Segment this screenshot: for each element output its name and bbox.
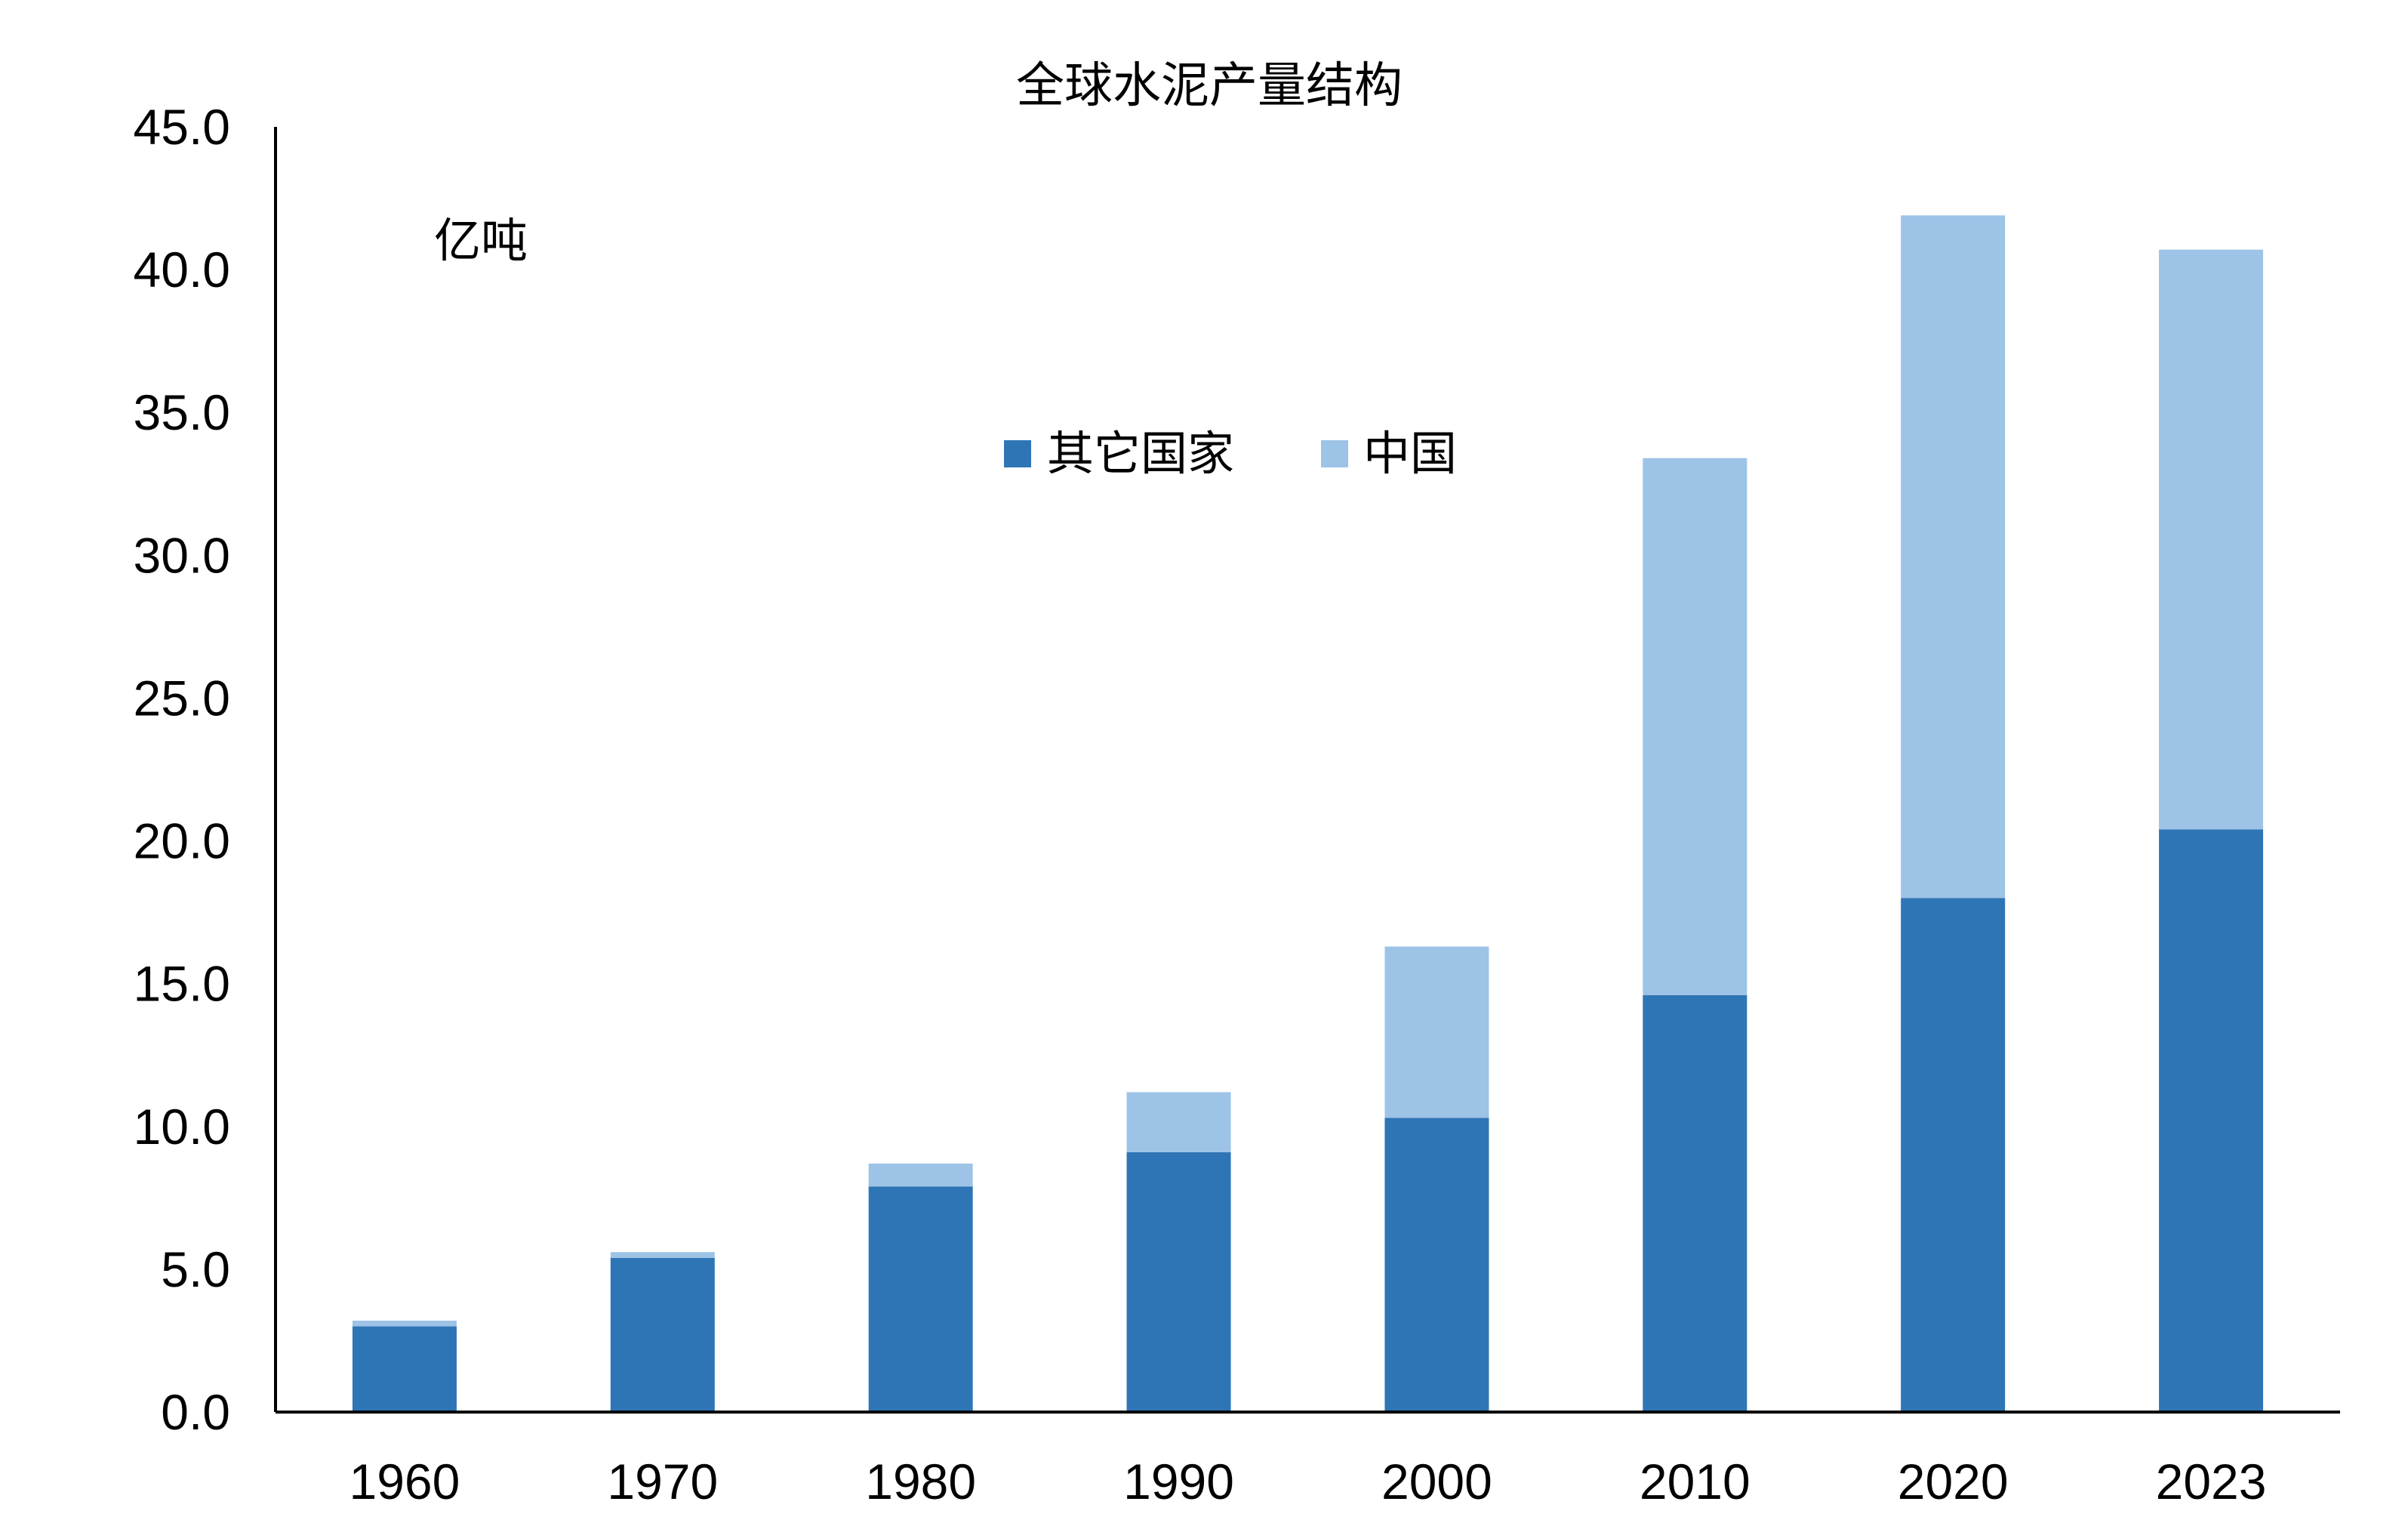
y-tick-label: 15.0 bbox=[134, 956, 230, 1012]
y-tick-label: 10.0 bbox=[134, 1099, 230, 1155]
bar-series-group bbox=[352, 215, 2264, 1412]
x-tick-label: 1990 bbox=[1123, 1454, 1234, 1509]
bar-china bbox=[1901, 215, 2006, 899]
bar-other-countries bbox=[1901, 898, 2006, 1412]
y-tick-label: 30.0 bbox=[134, 527, 230, 583]
x-tick-label: 2020 bbox=[1898, 1454, 2009, 1509]
bar-other-countries bbox=[2159, 829, 2264, 1412]
x-tick-label: 1960 bbox=[349, 1454, 460, 1509]
legend-swatch-china bbox=[1321, 440, 1348, 467]
x-tick-label: 1980 bbox=[865, 1454, 976, 1509]
x-tick-label: 2000 bbox=[1381, 1454, 1492, 1509]
legend: 其它国家 中国 bbox=[1004, 426, 1457, 481]
x-tick-label: 2023 bbox=[2156, 1454, 2267, 1509]
bar-other-countries bbox=[1126, 1152, 1231, 1412]
y-tick-label: 45.0 bbox=[134, 99, 230, 155]
unit-label: 亿吨 bbox=[434, 213, 528, 268]
bar-china bbox=[610, 1252, 715, 1258]
y-tick-label: 5.0 bbox=[161, 1241, 230, 1297]
bar-china bbox=[1126, 1092, 1231, 1152]
y-tick-label: 40.0 bbox=[134, 242, 230, 298]
y-tick-label: 35.0 bbox=[134, 384, 230, 440]
chart-title: 全球水泥产量结构 bbox=[1016, 58, 1403, 114]
x-tick-label: 1970 bbox=[607, 1454, 718, 1509]
bar-china bbox=[2159, 249, 2264, 830]
bar-other-countries bbox=[610, 1257, 715, 1412]
x-tick-label: 2010 bbox=[1640, 1454, 1751, 1509]
bar-china bbox=[352, 1320, 457, 1327]
y-axis-tick-labels: 0.0 5.0 10.0 15.0 20.0 25.0 30.0 35.0 40.0 45.0 bbox=[134, 99, 230, 1440]
bar-china bbox=[868, 1163, 973, 1187]
y-tick-label: 0.0 bbox=[161, 1384, 230, 1440]
bar-other-countries bbox=[352, 1326, 457, 1412]
bar-other-countries bbox=[868, 1186, 973, 1412]
legend-label-china: 中国 bbox=[1363, 426, 1457, 481]
bar-china bbox=[1384, 946, 1489, 1118]
y-tick-label: 25.0 bbox=[134, 670, 230, 726]
bar-china bbox=[1643, 458, 1747, 995]
legend-swatch-other-countries bbox=[1004, 440, 1031, 467]
bar-other-countries bbox=[1643, 994, 1747, 1412]
legend-label-other-countries: 其它国家 bbox=[1047, 426, 1234, 481]
x-axis-tick-labels: 1960 1970 1980 1990 2000 2010 2020 2023 bbox=[349, 1454, 2267, 1509]
y-tick-label: 20.0 bbox=[134, 813, 230, 869]
bar-other-countries bbox=[1384, 1118, 1489, 1412]
